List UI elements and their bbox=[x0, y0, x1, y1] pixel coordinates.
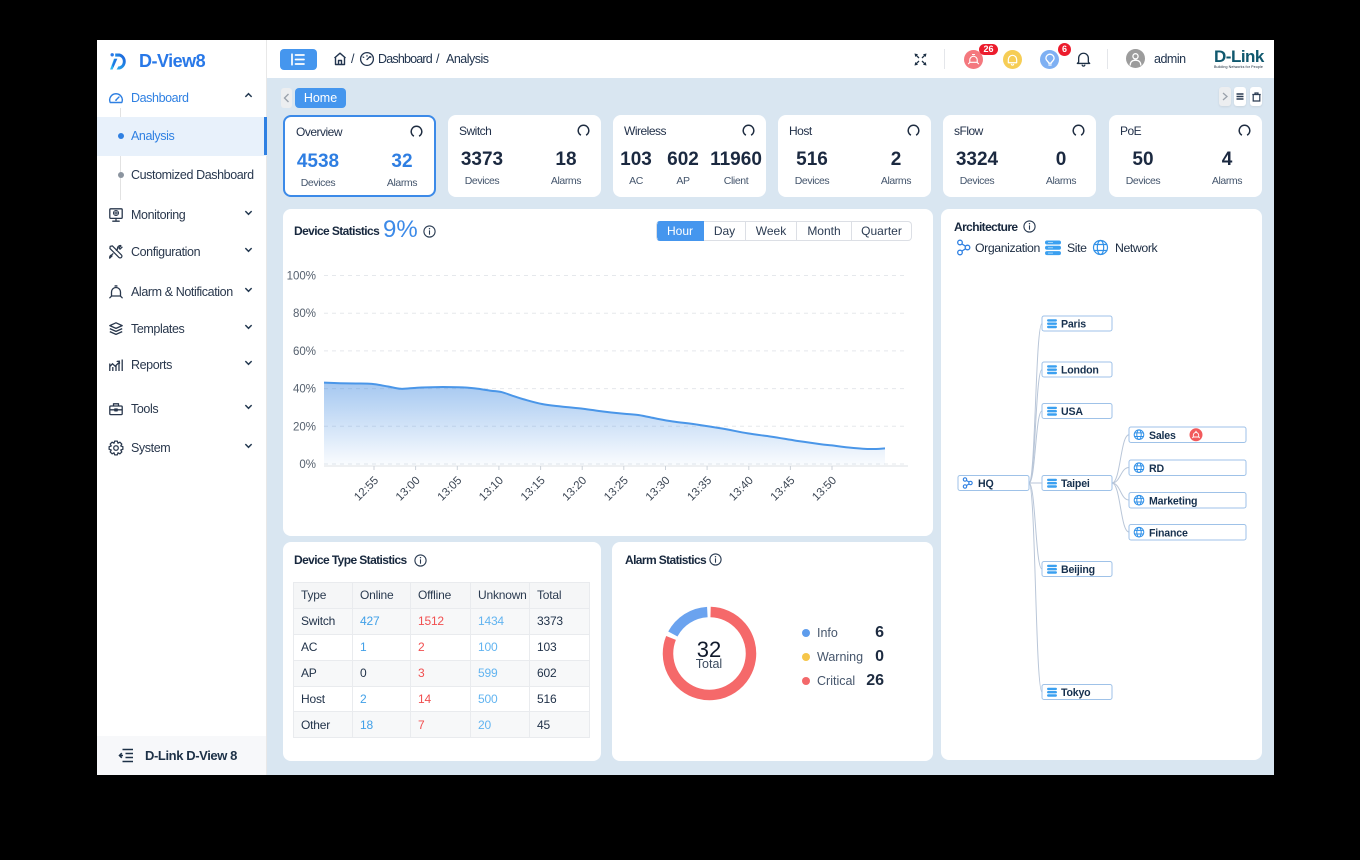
svg-text:Organization: Organization bbox=[975, 241, 1040, 255]
svg-text:13:05: 13:05 bbox=[436, 475, 465, 504]
svg-text:Tokyo: Tokyo bbox=[1061, 687, 1091, 699]
svg-text:HQ: HQ bbox=[978, 478, 994, 490]
svg-text:60%: 60% bbox=[293, 346, 316, 358]
svg-text:13:25: 13:25 bbox=[602, 475, 631, 504]
svg-text:12:55: 12:55 bbox=[352, 475, 381, 504]
svg-text:13:00: 13:00 bbox=[394, 475, 423, 504]
svg-text:London: London bbox=[1061, 365, 1099, 377]
svg-text:RD: RD bbox=[1149, 463, 1164, 475]
svg-text:Network: Network bbox=[1115, 241, 1159, 255]
svg-text:Taipei: Taipei bbox=[1061, 478, 1090, 490]
svg-text:Paris: Paris bbox=[1061, 319, 1086, 331]
svg-text:20%: 20% bbox=[293, 421, 316, 433]
svg-text:Finance: Finance bbox=[1149, 527, 1188, 539]
svg-text:Marketing: Marketing bbox=[1149, 495, 1197, 507]
svg-text:Sales: Sales bbox=[1149, 430, 1176, 442]
svg-text:USA: USA bbox=[1061, 406, 1083, 418]
svg-text:40%: 40% bbox=[293, 384, 316, 396]
svg-text:80%: 80% bbox=[293, 308, 316, 320]
svg-text:13:35: 13:35 bbox=[685, 475, 714, 504]
svg-text:13:15: 13:15 bbox=[519, 475, 548, 504]
svg-text:13:40: 13:40 bbox=[727, 475, 756, 504]
svg-text:13:20: 13:20 bbox=[560, 475, 589, 504]
svg-text:Site: Site bbox=[1067, 241, 1087, 255]
svg-text:0%: 0% bbox=[299, 459, 316, 471]
svg-text:13:10: 13:10 bbox=[477, 475, 506, 504]
svg-text:13:30: 13:30 bbox=[644, 475, 673, 504]
svg-text:100%: 100% bbox=[287, 271, 316, 283]
svg-text:13:50: 13:50 bbox=[810, 475, 839, 504]
svg-text:13:45: 13:45 bbox=[769, 475, 798, 504]
svg-text:Beijing: Beijing bbox=[1061, 564, 1095, 576]
